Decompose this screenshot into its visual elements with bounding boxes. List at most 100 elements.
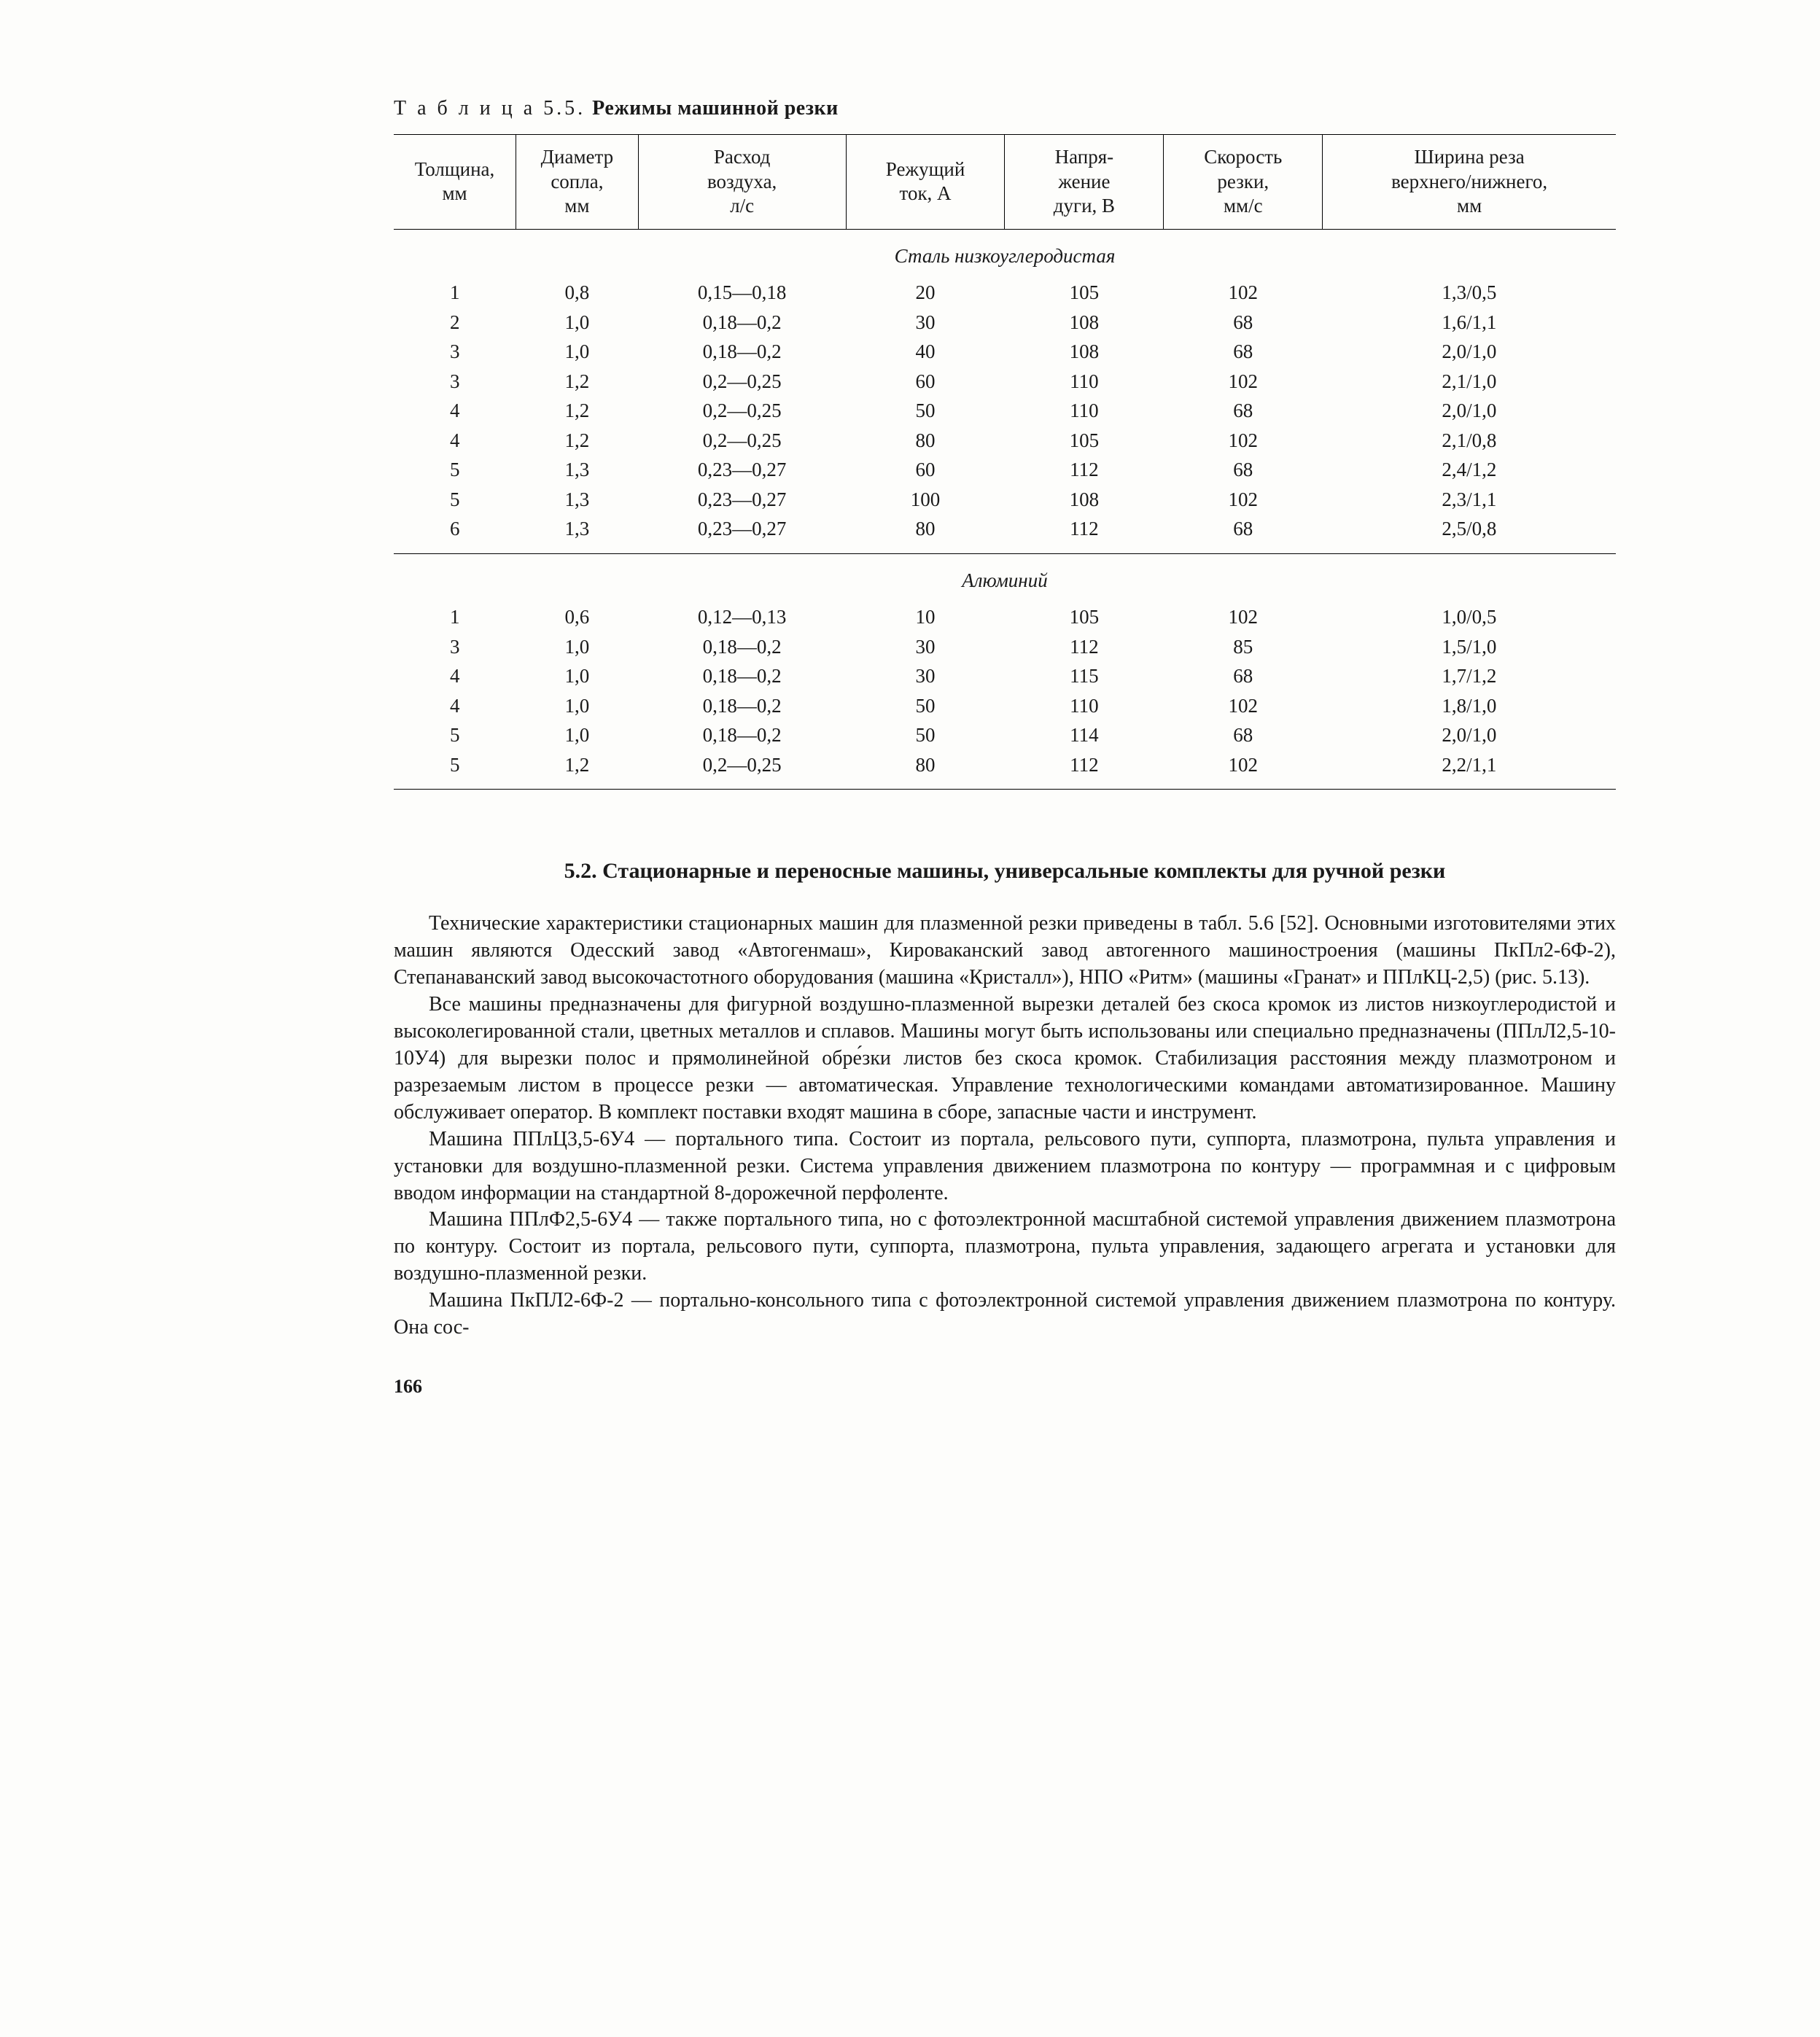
table-cell: 1,7/1,2 [1323, 661, 1616, 690]
table-caption: Т а б л и ц а 5.5. Режимы машинной резки [394, 95, 1616, 122]
table-cell: 102 [1164, 426, 1323, 455]
table-cell: 0,23—0,27 [638, 455, 846, 484]
table-cell: 0,12—0,13 [638, 602, 846, 631]
table-cell: 20 [846, 278, 1005, 307]
table-cell: 1,0/0,5 [1323, 602, 1616, 631]
table-cell: 102 [1164, 367, 1323, 396]
table-cell: 2,1/1,0 [1323, 367, 1616, 396]
table-cell: 102 [1164, 278, 1323, 307]
table-cell: 112 [1005, 632, 1164, 661]
table-body: Сталь низкоуглеродистая10,80,15—0,182010… [394, 230, 1616, 790]
table-row: 10,80,15—0,18201051021,3/0,5 [394, 278, 1616, 307]
table-cell: 68 [1164, 455, 1323, 484]
table-cell: 80 [846, 514, 1005, 543]
table-cell: 68 [1164, 337, 1323, 366]
section-title-cell: Алюминий [394, 553, 1616, 602]
table-cell: 6 [394, 514, 516, 543]
table-row: 41,00,18—0,2501101021,8/1,0 [394, 691, 1616, 720]
table-cell: 1,0 [516, 308, 639, 337]
table-cell: 4 [394, 661, 516, 690]
th-nozzle-diameter: Диаметрсопла,мм [516, 134, 639, 229]
table-cell: 30 [846, 661, 1005, 690]
paragraph: Все машины предназначены для фигурной во… [394, 992, 1616, 1126]
table-cell: 1,0 [516, 720, 639, 749]
table-row: 61,30,23—0,2780112682,5/0,8 [394, 514, 1616, 543]
table-cell: 2 [394, 308, 516, 337]
body-text: Технические характеристики стационарных … [394, 911, 1616, 1341]
table-cell: 1,2 [516, 396, 639, 425]
table-cell: 0,18—0,2 [638, 691, 846, 720]
table-cell: 2,1/0,8 [1323, 426, 1616, 455]
table-cell: 110 [1005, 396, 1164, 425]
table-cell: 60 [846, 455, 1005, 484]
table-divider [394, 779, 1616, 790]
table-row: 51,00,18—0,250114682,0/1,0 [394, 720, 1616, 749]
table-cell: 112 [1005, 750, 1164, 779]
table-cell: 40 [846, 337, 1005, 366]
table-row: 51,20,2—0,25801121022,2/1,1 [394, 750, 1616, 779]
table-cell: 0,2—0,25 [638, 367, 846, 396]
table-cell: 50 [846, 691, 1005, 720]
table-cell: 105 [1005, 426, 1164, 455]
table-cell: 105 [1005, 278, 1164, 307]
table-cell: 108 [1005, 308, 1164, 337]
table-cell: 1,3 [516, 455, 639, 484]
table-cell: 50 [846, 396, 1005, 425]
table-cell: 5 [394, 455, 516, 484]
table-cell: 1,0 [516, 691, 639, 720]
table-cell: 5 [394, 720, 516, 749]
th-thickness: Толщина,мм [394, 134, 516, 229]
table-cell: 1 [394, 602, 516, 631]
table-cell: 0,18—0,2 [638, 720, 846, 749]
table-cell: 0,18—0,2 [638, 632, 846, 661]
table-cell: 0,6 [516, 602, 639, 631]
table-row: 10,60,12—0,13101051021,0/0,5 [394, 602, 1616, 631]
table-section-header: Сталь низкоуглеродистая [394, 230, 1616, 279]
table-cell: 68 [1164, 661, 1323, 690]
table-row: 31,00,18—0,240108682,0/1,0 [394, 337, 1616, 366]
table-cell: 0,15—0,18 [638, 278, 846, 307]
table-cell: 1,2 [516, 367, 639, 396]
table-cell: 30 [846, 632, 1005, 661]
table-row: 31,20,2—0,25601101022,1/1,0 [394, 367, 1616, 396]
table-cell: 2,4/1,2 [1323, 455, 1616, 484]
section-title-cell: Сталь низкоуглеродистая [394, 230, 1616, 279]
table-cell: 102 [1164, 750, 1323, 779]
table-cell: 1,3 [516, 514, 639, 543]
table-cell: 1,8/1,0 [1323, 691, 1616, 720]
table-cell: 60 [846, 367, 1005, 396]
table-cell: 0,18—0,2 [638, 661, 846, 690]
table-cell: 3 [394, 367, 516, 396]
table-row: 51,30,23—0,2760112682,4/1,2 [394, 455, 1616, 484]
th-cutting-speed: Скоростьрезки,мм/с [1164, 134, 1323, 229]
table-cell: 108 [1005, 485, 1164, 514]
table-row: 41,20,2—0,25801051022,1/0,8 [394, 426, 1616, 455]
th-cutting-current: Режущийток, А [846, 134, 1005, 229]
section-heading: 5.2. Стационарные и переносные машины, у… [494, 855, 1515, 887]
table-cell: 2,2/1,1 [1323, 750, 1616, 779]
table-cell: 5 [394, 485, 516, 514]
table-cell: 1,2 [516, 750, 639, 779]
table-cell: 105 [1005, 602, 1164, 631]
paragraph: Машина ППлЦ3,5-6У4 — портального типа. С… [394, 1126, 1616, 1207]
table-cell: 4 [394, 396, 516, 425]
table-cell: 85 [1164, 632, 1323, 661]
table-cell: 110 [1005, 367, 1164, 396]
modes-table: Толщина,мм Диаметрсопла,мм Расходвоздуха… [394, 134, 1616, 790]
table-row: 41,00,18—0,230115681,7/1,2 [394, 661, 1616, 690]
table-cell: 110 [1005, 691, 1164, 720]
table-cell: 1,6/1,1 [1323, 308, 1616, 337]
table-cell: 102 [1164, 691, 1323, 720]
table-cell: 100 [846, 485, 1005, 514]
table-divider [394, 543, 1616, 553]
caption-title: Режимы машинной резки [592, 97, 839, 120]
table-cell: 0,23—0,27 [638, 514, 846, 543]
table-cell: 4 [394, 426, 516, 455]
table-cell: 80 [846, 750, 1005, 779]
table-cell: 0,2—0,25 [638, 750, 846, 779]
table-cell: 2,0/1,0 [1323, 337, 1616, 366]
table-cell: 2,0/1,0 [1323, 720, 1616, 749]
table-cell: 50 [846, 720, 1005, 749]
th-air-flow: Расходвоздуха,л/с [638, 134, 846, 229]
table-cell: 4 [394, 691, 516, 720]
